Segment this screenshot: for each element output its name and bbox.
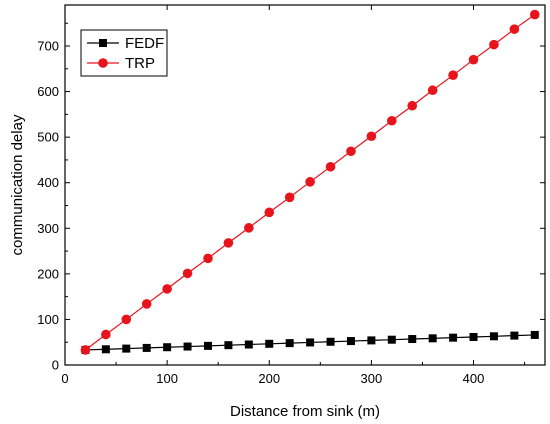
point-trp [387, 115, 397, 126]
point-trp [529, 9, 540, 20]
point-trp [346, 146, 356, 157]
x-axis-title: Distance from sink (m) [230, 403, 380, 420]
x-tick-label: 300 [361, 371, 383, 386]
point-trp [141, 299, 152, 309]
point-fedf [326, 337, 335, 346]
x-tick-label: 200 [258, 371, 280, 386]
y-axis-title: communication delay [9, 114, 26, 255]
y-tick-label: 200 [37, 266, 59, 281]
point-fedf [183, 342, 192, 351]
point-trp [264, 207, 275, 218]
point-trp [489, 39, 499, 50]
point-fedf [367, 336, 376, 345]
point-fedf [306, 338, 315, 347]
point-trp [427, 85, 438, 96]
y-tick-label: 500 [37, 130, 59, 145]
point-fedf [387, 335, 396, 344]
point-trp [162, 284, 172, 294]
point-fedf [510, 331, 519, 340]
x-tick-label: 0 [61, 371, 68, 386]
y-tick-label: 100 [37, 312, 59, 327]
point-trp [305, 177, 315, 187]
x-tick-label: 100 [156, 371, 178, 386]
y-tick-label: 0 [52, 358, 59, 373]
point-trp [80, 345, 91, 355]
point-fedf [449, 333, 458, 342]
y-tick-label: 600 [37, 84, 59, 99]
y-tick-label: 300 [37, 221, 59, 236]
legend-label-trp: TRP [125, 55, 155, 72]
y-tick-label: 400 [37, 175, 59, 190]
legend-box [80, 29, 168, 77]
series-layer [80, 9, 540, 355]
point-trp [468, 54, 479, 65]
x-tick-label: 400 [463, 371, 485, 386]
point-fedf [203, 341, 212, 350]
point-trp [407, 100, 418, 111]
point-fedf [101, 345, 110, 354]
point-fedf [469, 332, 478, 341]
point-fedf [285, 339, 294, 348]
y-tick-label: 700 [37, 39, 59, 54]
point-fedf [265, 339, 274, 348]
point-trp [509, 24, 520, 34]
point-fedf [224, 341, 233, 350]
point-fedf [142, 343, 151, 352]
point-trp [366, 131, 377, 142]
point-fedf [489, 332, 498, 341]
point-trp [121, 314, 132, 325]
point-fedf [408, 335, 417, 344]
point-trp [182, 268, 193, 279]
point-fedf [428, 334, 437, 343]
axis-ticks: 0 100 200 300 400 0 100 200 300 400 500 600 700 [37, 5, 545, 386]
point-fedf [122, 344, 131, 353]
point-trp [448, 70, 458, 80]
legend-marker-fedf [99, 39, 107, 47]
point-fedf [346, 337, 355, 346]
point-trp [325, 161, 336, 172]
point-fedf [163, 343, 172, 352]
legend-label-fedf: FEDF [125, 35, 164, 52]
point-trp [284, 192, 295, 203]
point-trp [203, 253, 213, 264]
legend: FEDF TRP [80, 29, 168, 77]
point-trp [244, 223, 254, 233]
legend-marker-trp [98, 58, 108, 68]
point-fedf [530, 330, 539, 339]
point-trp [223, 238, 234, 248]
point-trp [101, 329, 111, 340]
point-fedf [244, 340, 253, 349]
